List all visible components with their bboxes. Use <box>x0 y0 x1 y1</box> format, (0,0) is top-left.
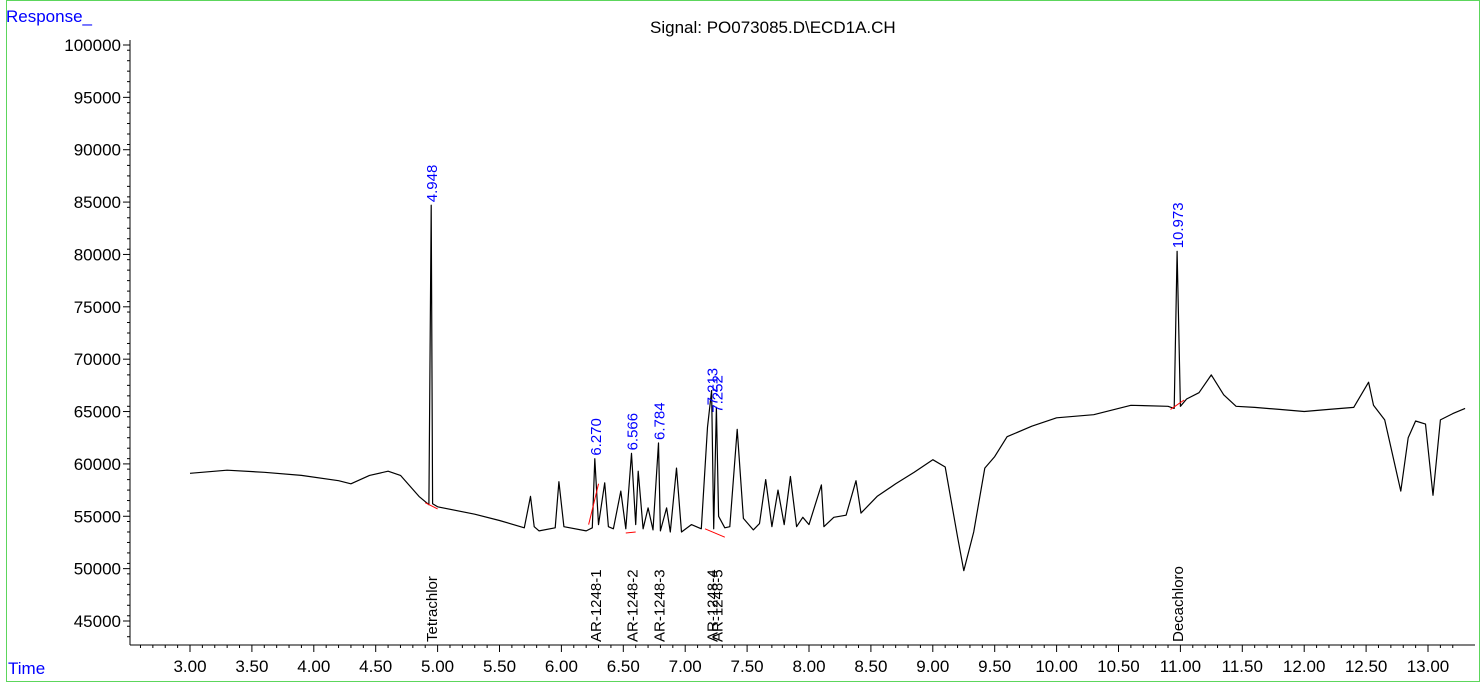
x-tick-label: 13.00 <box>1407 657 1450 676</box>
x-tick-label: 6.00 <box>545 657 578 676</box>
signal-trace <box>189 204 1466 572</box>
integration-baseline <box>704 528 726 538</box>
y-tick-label: 50000 <box>74 560 121 579</box>
x-tick-label: 12.50 <box>1345 657 1388 676</box>
x-tick-label: 4.50 <box>359 657 392 676</box>
x-tick-label: 11.50 <box>1222 657 1263 676</box>
compound-label: AR-1248-3 <box>651 569 668 642</box>
compound-label: AR-1248-2 <box>624 569 641 642</box>
x-tick-label: 5.00 <box>421 657 454 676</box>
y-tick-label: 90000 <box>74 141 121 160</box>
peak-label: 7.252 <box>709 375 726 413</box>
y-tick-label: 65000 <box>74 403 121 422</box>
y-tick-label: 80000 <box>74 245 121 264</box>
peak-label: 7.213 <box>705 368 722 406</box>
x-tick-label: 8.50 <box>854 657 887 676</box>
integration-baseline <box>625 531 636 534</box>
peak-label: 6.784 <box>651 402 668 440</box>
x-tick-label: 8.00 <box>792 657 825 676</box>
x-tick-label: 9.50 <box>978 657 1011 676</box>
chart-title: Signal: PO073085.D\ECD1A.CH <box>650 18 896 37</box>
compound-label: AR-1248-5 <box>709 569 726 642</box>
integration-baseline <box>424 502 438 510</box>
integration-baseline <box>588 483 600 525</box>
peak-label: 4.948 <box>424 165 441 203</box>
x-tick-label: 6.50 <box>607 657 640 676</box>
x-tick-label: 4.00 <box>297 657 330 676</box>
peak-label: 6.270 <box>588 418 605 456</box>
x-tick-label: 7.00 <box>669 657 702 676</box>
x-tick-label: 3.50 <box>235 657 268 676</box>
x-tick-label: 10.50 <box>1097 657 1140 676</box>
x-tick-label: 10.00 <box>1035 657 1078 676</box>
y-tick-label: 95000 <box>74 88 121 107</box>
x-tick-label: 3.00 <box>173 657 206 676</box>
y-tick-label: 85000 <box>74 193 121 212</box>
x-tick-label: 11.00 <box>1160 657 1201 676</box>
y-tick-label: 60000 <box>74 455 121 474</box>
compound-label: Decachloro <box>1170 566 1187 642</box>
integration-baseline <box>1170 399 1185 410</box>
peak-label: 6.566 <box>624 413 641 451</box>
y-tick-label: 75000 <box>74 298 121 317</box>
y-tick-label: 55000 <box>74 507 121 526</box>
chart-frame <box>6 0 1480 682</box>
compound-label: Tetrachlor <box>424 576 441 642</box>
compound-label: AR-1248-1 <box>588 569 605 642</box>
peak-label: 10.973 <box>1170 202 1187 248</box>
compound-label: AR-1248-4 <box>705 569 722 642</box>
y-tick-label: 100000 <box>64 36 121 55</box>
y-tick-label: 70000 <box>74 350 121 369</box>
x-axis-label: Time <box>8 659 46 678</box>
y-tick-label: 45000 <box>74 612 121 631</box>
x-tick-label: 9.00 <box>916 657 949 676</box>
x-tick-label: 7.50 <box>731 657 764 676</box>
x-tick-label: 5.50 <box>483 657 516 676</box>
y-axis-label: Response_ <box>6 7 93 26</box>
x-tick-label: 12.00 <box>1283 657 1326 676</box>
